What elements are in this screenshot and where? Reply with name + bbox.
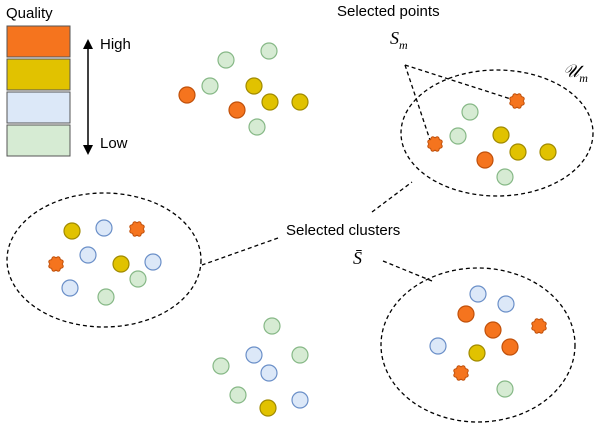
connector-clusters-to-left — [201, 237, 279, 266]
connector-sm-to-point-2 — [404, 64, 515, 101]
point-green — [97, 288, 115, 306]
point-green — [260, 42, 278, 60]
point-orange — [178, 86, 196, 104]
selected-clusters-label: Selected clusters — [286, 222, 400, 239]
point-green — [496, 168, 514, 186]
u-m-subscript: m — [579, 71, 588, 85]
point-blue — [61, 279, 79, 297]
selected-point-blob — [509, 93, 525, 109]
selected-point-blob — [427, 136, 443, 152]
point-orange — [501, 338, 519, 356]
point-blue — [469, 285, 487, 303]
point-yellow — [291, 93, 309, 111]
point-blue — [79, 246, 97, 264]
selected-point-blob — [531, 318, 547, 334]
legend-swatch-lowest — [6, 124, 71, 157]
selected-point-blob — [453, 365, 469, 381]
s-m-subscript: m — [399, 38, 408, 52]
point-green — [129, 270, 147, 288]
selected-points-label: Selected points — [337, 3, 440, 20]
point-green — [449, 127, 467, 145]
point-yellow — [112, 255, 130, 273]
selected-point-blob — [129, 221, 145, 237]
point-yellow — [63, 222, 81, 240]
s-m-symbol: Sm — [390, 28, 408, 52]
point-blue — [429, 337, 447, 355]
u-m-symbol: 𝒰m — [563, 61, 588, 85]
legend-swatch-highest — [6, 25, 71, 58]
point-blue — [144, 253, 162, 271]
point-blue — [497, 295, 515, 313]
selected-cluster-right-ellipse — [380, 267, 576, 423]
point-yellow — [245, 77, 263, 95]
point-blue — [291, 391, 309, 409]
point-yellow — [539, 143, 557, 161]
point-green — [201, 77, 219, 95]
quality-legend: Quality High Low — [6, 5, 131, 157]
selected-cluster-left-ellipse — [6, 192, 202, 328]
s-m-base: S — [390, 28, 399, 48]
connector-clusters-to-um — [371, 181, 413, 213]
point-blue — [95, 219, 113, 237]
point-green — [229, 386, 247, 404]
point-orange — [484, 321, 502, 339]
point-yellow — [468, 344, 486, 362]
connector-sbar-to-right — [382, 260, 433, 282]
point-green — [461, 103, 479, 121]
legend-swatch-high — [6, 58, 71, 91]
point-blue — [245, 346, 263, 364]
s-bar-symbol: S̄ — [353, 248, 362, 268]
point-yellow — [492, 126, 510, 144]
legend-swatch-low — [6, 91, 71, 124]
point-yellow — [509, 143, 527, 161]
point-green — [212, 357, 230, 375]
legend-low-label: Low — [100, 135, 128, 152]
point-blue — [260, 364, 278, 382]
points-layer — [61, 42, 557, 417]
point-orange — [476, 151, 494, 169]
selected-point-blob — [48, 256, 64, 272]
point-green — [291, 346, 309, 364]
point-orange — [228, 101, 246, 119]
legend-high-label: High — [100, 36, 131, 53]
point-green — [248, 118, 266, 136]
point-green — [496, 380, 514, 398]
point-yellow — [259, 399, 277, 417]
legend-title: Quality — [6, 5, 53, 22]
point-green — [217, 51, 235, 69]
point-orange — [457, 305, 475, 323]
region-um-ellipse — [400, 69, 594, 197]
u-m-base: 𝒰 — [563, 61, 584, 81]
selected-points-layer — [48, 93, 547, 381]
point-yellow — [261, 93, 279, 111]
point-green — [263, 317, 281, 335]
connector-sm-to-point-1 — [404, 64, 431, 141]
